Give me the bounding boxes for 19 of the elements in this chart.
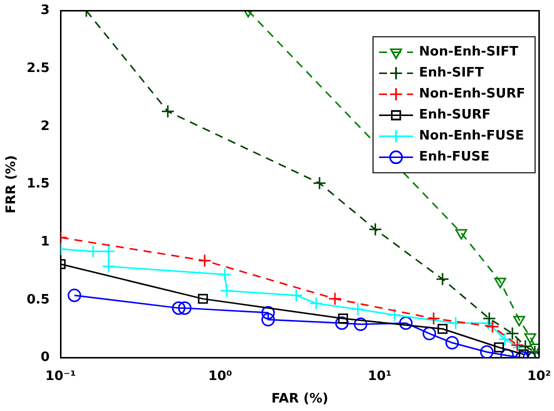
legend-label: Enh-SIFT xyxy=(419,66,484,81)
x-tick-label: 10⁰ xyxy=(208,368,232,384)
y-tick-label: 3 xyxy=(40,3,50,18)
y-tick-label: 1.5 xyxy=(26,176,50,192)
legend-label: Non-Enh-FUSE xyxy=(419,128,524,144)
y-tick-label: 2.5 xyxy=(26,61,50,76)
x-tick-label: 10¹ xyxy=(368,368,392,384)
y-tick-label: 2 xyxy=(40,118,50,134)
legend-label: Non-Enh-SIFT xyxy=(419,44,518,60)
y-axis-title: FRR (%) xyxy=(4,155,20,214)
legend-label: Non-Enh-SURF xyxy=(419,86,526,102)
x-tick-label: 10⁻¹ xyxy=(45,368,76,384)
y-tick-label: 0 xyxy=(40,350,50,366)
y-tick-label: 0.5 xyxy=(26,292,50,308)
x-tick-label: 10² xyxy=(527,368,552,384)
y-tick-label: 1 xyxy=(40,234,50,250)
x-axis-title: FAR (%) xyxy=(271,392,328,407)
legend-label: Enh-FUSE xyxy=(419,150,490,165)
legend-label: Enh-SURF xyxy=(419,108,491,123)
